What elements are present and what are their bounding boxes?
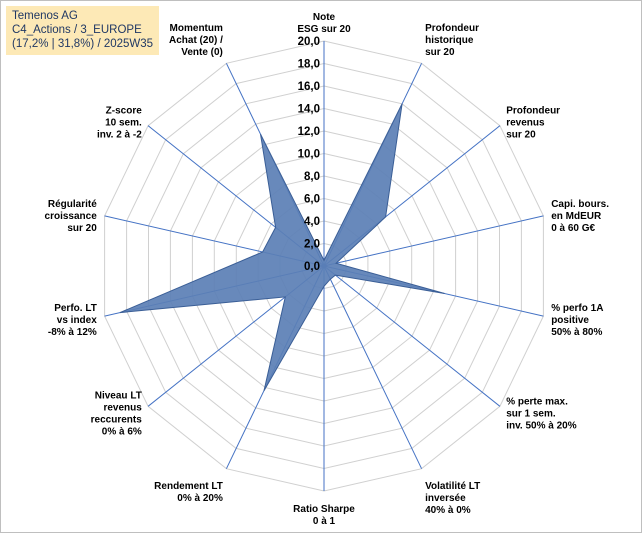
axis-label-line: vs index xyxy=(57,315,97,326)
axis-label-line: revenus xyxy=(103,402,142,413)
axis-label: Capi. bours. en MdEUR 0 à 60 G€ xyxy=(551,199,609,234)
axis-label-line: 0% à 20% xyxy=(177,493,223,504)
axis-label-line: Profondeur xyxy=(506,106,560,117)
tick-label: 16,0 xyxy=(298,81,320,93)
tick-label: 12,0 xyxy=(298,126,320,138)
axis-label-line: sur 20 xyxy=(425,47,455,58)
axis-label-line: positive xyxy=(551,315,589,326)
axis-label-line: Momentum xyxy=(170,23,223,34)
tick-label: 2,0 xyxy=(304,239,320,251)
axis-label-line: historique xyxy=(425,35,474,46)
performance-week: (17,2% | 31,8%) / 2025W35 xyxy=(12,38,154,50)
axis-label-line: Régularité xyxy=(48,199,97,210)
radar-series xyxy=(119,103,445,391)
tick-label: 20,0 xyxy=(298,36,320,48)
axis-label-line: Volatilité LT xyxy=(425,481,480,492)
chart-header: Temenos AG C4_Actions / 3_EUROPE (17,2% … xyxy=(6,6,160,55)
axis-label: Ratio Sharpe 0 à 1 xyxy=(293,504,355,527)
axis-label-line: % perte max. xyxy=(506,396,568,407)
tick-label: 14,0 xyxy=(298,104,320,116)
category-path: C4_Actions / 3_EUROPE xyxy=(12,24,142,36)
axis-label-line: Achat (20) / xyxy=(169,35,223,46)
axis-label: Profondeur historique sur 20 xyxy=(425,23,479,58)
axis-label-line: Perfo. LT xyxy=(54,303,97,314)
axis-label-line: Z-score xyxy=(106,106,143,117)
axis-line xyxy=(323,265,501,407)
series-area xyxy=(119,103,445,391)
axis-label-line: inv. 50% à 20% xyxy=(506,420,577,431)
tick-label: 6,0 xyxy=(304,194,320,206)
axis-label-line: 0 à 60 G€ xyxy=(551,223,595,234)
axis-label-line: 10 sem. xyxy=(105,118,142,129)
axis-label-line: 50% à 80% xyxy=(551,327,602,338)
axis-label: Perfo. LT vs index -8% à 12% xyxy=(48,303,97,338)
axis-label-line: Vente (0) xyxy=(181,47,223,58)
axis-label-line: Capi. bours. xyxy=(551,199,609,210)
tick-label: 4,0 xyxy=(304,216,320,228)
axis-label-line: 40% à 0% xyxy=(425,505,471,516)
axis-label-line: 0 à 1 xyxy=(313,516,336,527)
axis-label-line: inversée xyxy=(425,493,466,504)
axis-label-line: % perfo 1A xyxy=(551,303,603,314)
axis-label-line: sur 20 xyxy=(506,130,536,141)
axis-label: Momentum Achat (20) / Vente (0) xyxy=(169,23,223,58)
company-name: Temenos AG xyxy=(12,10,78,22)
axis-label-line: sur 20 xyxy=(67,223,97,234)
axis-label: Régularité croissance sur 20 xyxy=(45,199,98,234)
axis-label-line: -8% à 12% xyxy=(48,327,97,338)
axis-label-line: sur 1 sem. xyxy=(506,408,556,419)
axis-label: Note ESG sur 20 xyxy=(297,12,351,35)
axis-line xyxy=(323,265,423,469)
axis-label-line: Note xyxy=(313,12,336,23)
axis-label: Rendement LT 0% à 20% xyxy=(154,481,223,504)
axis-label: Profondeur revenus sur 20 xyxy=(506,106,560,141)
axis-label-line: Rendement LT xyxy=(154,481,223,492)
axis-label-line: Ratio Sharpe xyxy=(293,504,355,515)
radar-tick-labels: 0,0 2,0 4,0 6,0 8,0 10,0 12,0 14,0 16,0 18,0 20,0 xyxy=(298,36,320,273)
axis-label-line: Niveau LT xyxy=(95,390,142,401)
tick-label: 8,0 xyxy=(304,171,320,183)
axis-label-line: Profondeur xyxy=(425,23,479,34)
axis-label-line: revenus xyxy=(506,118,545,129)
axis-label-line: 0% à 6% xyxy=(102,426,142,437)
axis-label: % perte max. sur 1 sem. inv. 50% à 20% xyxy=(506,396,577,431)
axis-label-line: croissance xyxy=(45,211,98,222)
tick-label: 18,0 xyxy=(298,59,320,71)
axis-line xyxy=(323,215,544,267)
axis-label: Volatilité LT inversée 40% à 0% xyxy=(425,481,480,516)
axis-label: Niveau LT revenus reccurents 0% à 6% xyxy=(91,390,143,437)
tick-label: 0,0 xyxy=(304,261,320,273)
axis-label-line: reccurents xyxy=(91,414,143,425)
radar-axis-labels: Note ESG sur 20 Profondeur historique sur 20… xyxy=(45,12,610,527)
axis-label: Z-score 10 sem. inv. 2 à -2 xyxy=(97,106,142,141)
axis-label: % perfo 1A positive 50% à 80% xyxy=(551,303,603,338)
axis-label-line: inv. 2 à -2 xyxy=(97,130,142,141)
axis-label-line: ESG sur 20 xyxy=(297,24,351,35)
tick-label: 10,0 xyxy=(298,149,320,161)
axis-label-line: en MdEUR xyxy=(551,211,602,222)
